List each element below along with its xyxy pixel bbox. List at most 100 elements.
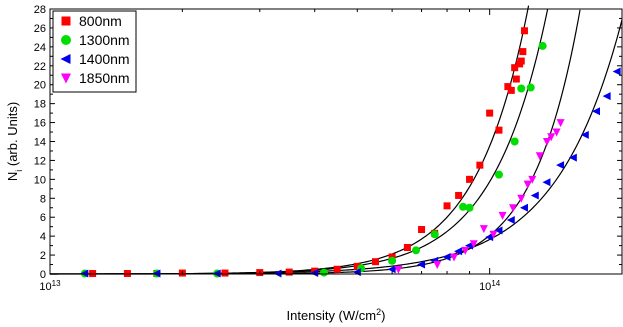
data-point [538,41,547,50]
data-point [542,138,551,146]
data-point [517,84,526,93]
data-point [387,265,396,274]
plot-frame [49,8,623,275]
data-point [333,265,341,273]
y-tick-label: 18 [34,99,46,111]
data-point [517,57,525,65]
data-point [552,128,561,137]
data-point [535,152,544,161]
y-tick-label: 16 [34,118,46,130]
y-tick-label: 24 [34,42,46,54]
data-point [388,256,397,265]
y-tick-label: 6 [40,212,46,224]
data-point [528,175,537,184]
data-point [602,92,611,101]
series-1400nm [80,67,621,278]
data-point [372,258,380,266]
series-1850nm [394,119,565,274]
legend-label: 1850nm [79,70,130,86]
data-point [580,130,589,139]
legend-marker [61,35,71,45]
data-point [418,226,426,234]
data-points [80,27,621,278]
y-tick-label: 0 [40,269,46,281]
data-point [320,268,329,277]
data-point [455,191,463,199]
data-point [454,247,463,256]
legend-marker [60,54,71,64]
data-point [508,204,517,213]
data-point [417,260,426,269]
data-point [494,170,503,179]
y-tick-label: 26 [34,23,46,35]
data-point [526,83,535,92]
data-point [443,202,451,210]
legend-marker [61,73,71,84]
y-tick-label: 4 [40,231,46,243]
y-axis-label: Ni (arb. Units) [5,102,24,181]
data-point [504,83,512,91]
legend-label: 1400nm [79,51,130,67]
data-point [469,240,478,249]
data-point [486,109,494,117]
x-tick-label: 1013 [39,279,61,294]
data-point [412,246,421,255]
y-tick-label: 22 [34,61,46,73]
data-point [542,178,551,187]
data-point [461,246,470,255]
series-800nm [89,27,528,278]
data-point [556,119,565,128]
data-point [450,253,459,262]
series-1300nm [80,41,547,278]
y-tick-label: 20 [34,80,46,92]
y-tick-label: 12 [34,155,46,167]
legend-marker [61,16,71,26]
data-point [495,126,503,134]
data-point [510,137,519,146]
y-tick-label: 14 [34,137,46,149]
data-point [489,230,498,239]
data-point [403,244,411,251]
data-point [519,203,528,212]
data-point [498,211,507,220]
data-point [517,194,526,203]
data-point [479,225,488,234]
x-tick-label: 1014 [479,279,501,294]
data-point [459,202,468,211]
data-point [507,86,515,94]
data-point [530,191,539,200]
data-point [221,269,229,277]
legend-label: 1300nm [79,32,130,48]
data-point [442,252,451,261]
data-point [568,153,577,162]
data-point [465,241,474,250]
data-point [465,203,474,212]
data-point [353,262,361,270]
data-point [592,107,601,116]
data-point [519,48,527,56]
y-tick-label: 10 [34,174,46,186]
data-point [430,230,439,239]
data-point [433,261,442,270]
legend-label: 800nm [79,13,122,29]
data-point [612,67,621,76]
data-point [485,233,494,242]
data-point [556,161,565,170]
legend: 800nm 1300nm 1400nm 1850nm [52,10,137,93]
data-point [547,133,556,142]
data-point [494,226,503,235]
data-point [511,64,519,72]
y-tick-label: 28 [34,4,46,16]
y-tick-label: 2 [40,250,46,262]
data-point [394,265,403,274]
data-point [476,161,484,169]
data-point [512,75,520,83]
data-point [466,175,474,183]
x-axis-label: Intensity (W/cm2) [287,307,386,323]
data-point [506,216,515,225]
data-point [285,268,293,276]
data-point [523,180,532,189]
y-tick-label: 8 [40,193,46,205]
